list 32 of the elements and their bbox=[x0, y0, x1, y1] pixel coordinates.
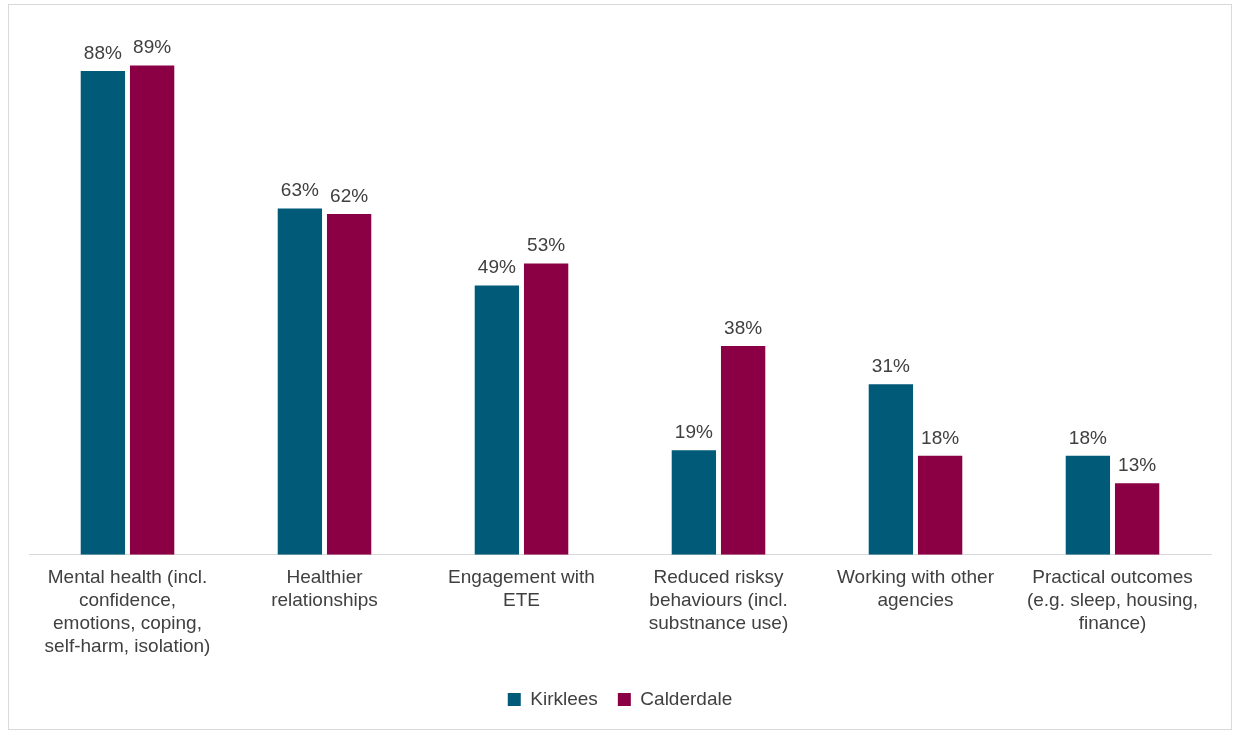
data-label: 38% bbox=[724, 316, 763, 338]
x-tick-label: Working with other agencies bbox=[837, 566, 995, 611]
bar bbox=[326, 213, 372, 555]
data-label: 31% bbox=[871, 355, 910, 377]
x-tick-label: Healthier relationships bbox=[271, 566, 378, 611]
x-tick-label: Mental health (incl. confidence, emotions, coping, self-harm, isolation) bbox=[44, 566, 211, 656]
bar bbox=[1114, 483, 1160, 555]
data-label: 63% bbox=[280, 179, 319, 201]
legend-label: Kirklees bbox=[530, 687, 598, 709]
data-label: 49% bbox=[477, 256, 516, 278]
bar bbox=[1065, 455, 1111, 555]
data-label: 88% bbox=[83, 41, 122, 63]
bar bbox=[474, 285, 520, 555]
x-tick-label: Engagement with ETE bbox=[448, 566, 595, 611]
bar bbox=[129, 65, 175, 555]
bar bbox=[720, 345, 766, 555]
legend-label: Calderdale bbox=[640, 687, 733, 709]
data-label: 18% bbox=[1068, 426, 1107, 448]
data-label: 18% bbox=[921, 426, 960, 448]
data-label: 53% bbox=[527, 234, 566, 256]
data-label: 13% bbox=[1118, 454, 1157, 476]
bar bbox=[917, 455, 963, 555]
x-tick-label: Practical outcomes (e.g. sleep, housing, finance) bbox=[1026, 566, 1199, 634]
data-label: 62% bbox=[330, 184, 369, 206]
bar bbox=[523, 263, 569, 555]
bar bbox=[277, 208, 323, 555]
bar bbox=[868, 384, 914, 555]
x-tick-label: Reduced risksy behaviours (incl. substnance use) bbox=[648, 566, 789, 634]
bar bbox=[671, 450, 717, 555]
bar bbox=[80, 71, 126, 555]
data-label: 19% bbox=[674, 421, 713, 443]
data-label: 89% bbox=[133, 36, 172, 58]
